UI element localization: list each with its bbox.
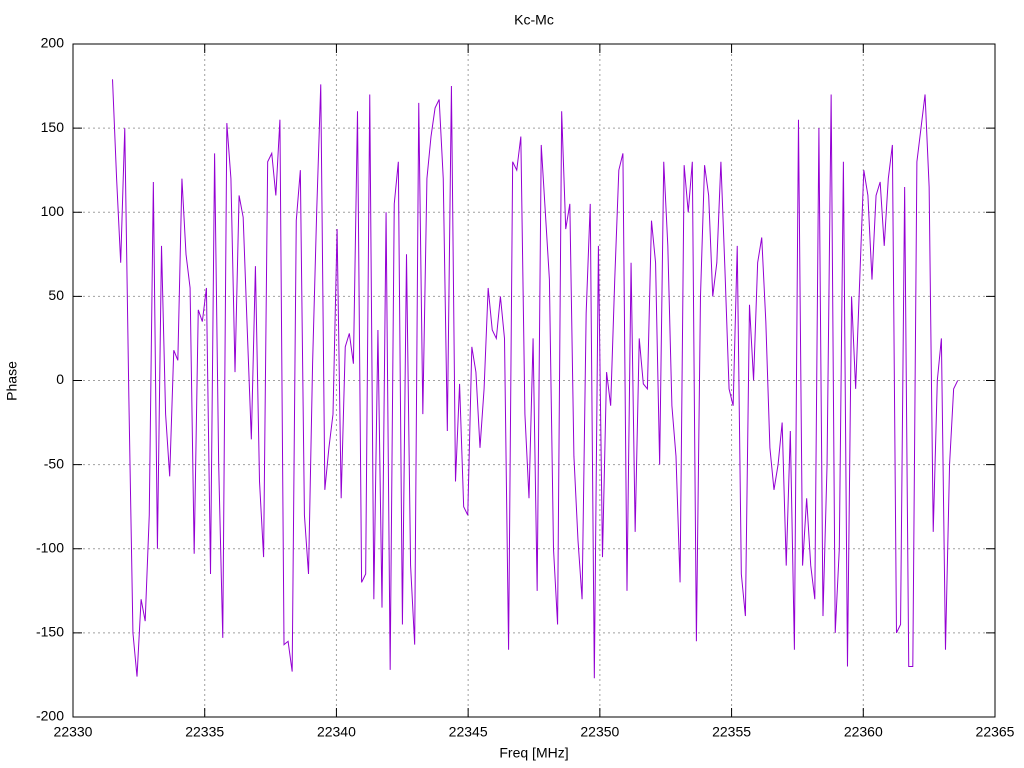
x-tick-label: 22345 (449, 724, 488, 740)
x-tick-label: 22360 (844, 724, 883, 740)
y-axis-label: Phase (4, 361, 20, 401)
chart-title: Kc-Mc (514, 12, 554, 28)
y-tick-label: -150 (36, 624, 64, 640)
x-tick-label: 22335 (185, 724, 224, 740)
x-axis-label: Freq [MHz] (499, 745, 568, 761)
y-tick-label: 150 (41, 119, 65, 135)
plot-frame (72, 43, 996, 718)
y-tick-label: -50 (44, 455, 64, 471)
y-tick-label: 100 (41, 203, 65, 219)
data-line (112, 79, 959, 679)
y-tick-label: -200 (36, 708, 64, 724)
x-tick-label: 22350 (580, 724, 619, 740)
x-tick-label: 22365 (976, 724, 1015, 740)
y-tick-label: -100 (36, 539, 64, 555)
y-tick-label: 50 (48, 287, 64, 303)
x-tick-label: 22330 (54, 724, 93, 740)
x-tick-label: 22355 (712, 724, 751, 740)
x-tick-label: 22340 (317, 724, 356, 740)
y-tick-label: 200 (41, 35, 65, 51)
y-tick-label: 0 (56, 371, 64, 387)
